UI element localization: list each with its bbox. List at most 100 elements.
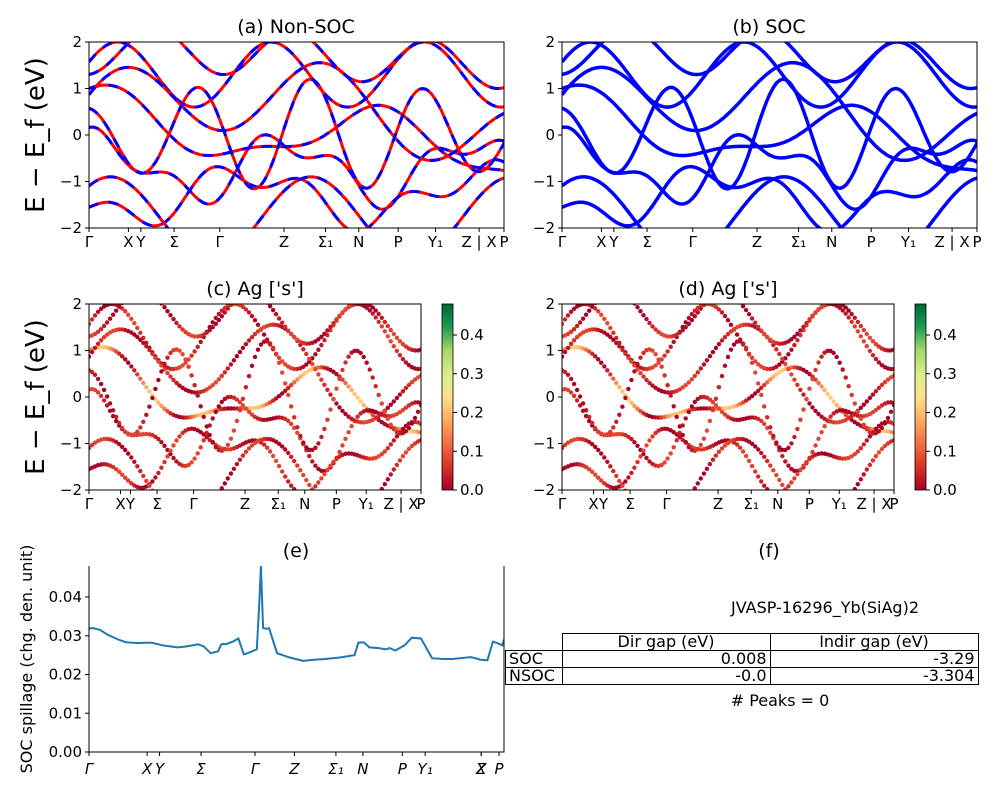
projection-point (331, 369, 336, 374)
projection-point (286, 328, 291, 333)
x-tick-label: N (353, 233, 364, 251)
projection-point (346, 430, 351, 435)
projection-point (225, 442, 230, 448)
projection-point (189, 373, 194, 378)
projection-point (349, 304, 354, 307)
projection-point (656, 520, 660, 524)
projection-point (165, 454, 170, 459)
projection-point (617, 385, 622, 390)
projection-point (228, 436, 234, 441)
projection-point (370, 412, 375, 417)
projection-point (189, 460, 194, 465)
y-tick-label: 0.00 (49, 743, 82, 761)
projection-point (123, 447, 128, 453)
projection-point (608, 289, 612, 293)
colorbar-tick-label: 0.2 (460, 404, 484, 422)
projection-point (792, 342, 797, 348)
projection-point (273, 312, 279, 317)
projection-point (801, 392, 806, 397)
projection-point (684, 500, 688, 504)
projection-point (571, 306, 577, 311)
projection-point (138, 376, 143, 381)
projection-point (629, 400, 634, 405)
projection-point (316, 372, 321, 377)
projection-point (225, 306, 230, 311)
projection-point (722, 313, 728, 319)
projection-point (319, 377, 324, 382)
projection-point (252, 318, 258, 323)
projection-point (319, 476, 324, 481)
x-tick-label: X (596, 233, 606, 251)
projection-point (204, 424, 209, 429)
projection-point (301, 440, 306, 445)
projection-point (391, 427, 396, 432)
projection-point (328, 324, 333, 329)
projection-point (316, 337, 321, 342)
projection-point (837, 360, 842, 365)
projection-point (620, 483, 625, 488)
projection-point (183, 520, 187, 524)
projection-point (858, 405, 863, 410)
projection-point (174, 517, 178, 521)
projection-point (762, 332, 767, 337)
projection-point (286, 450, 291, 456)
x-tick-label: Γ (189, 495, 198, 513)
band-line-dashed (89, 42, 504, 109)
projection-point (858, 323, 863, 329)
band-line (562, 125, 977, 211)
projection-point (328, 407, 333, 412)
colorbar-tick-label: 0.4 (460, 326, 484, 344)
projection-point (602, 292, 606, 296)
projection-point (267, 449, 273, 454)
projection-point (313, 492, 317, 496)
projection-point (629, 359, 634, 364)
projection-point (810, 376, 815, 382)
projection-point (562, 369, 568, 375)
projection-point (255, 322, 261, 327)
projection-point (295, 430, 300, 435)
projection-point (653, 327, 658, 332)
projection-point (382, 409, 387, 414)
projection-point (801, 407, 806, 412)
projection-point (101, 335, 107, 340)
projection-point (95, 341, 101, 346)
projection-point (120, 304, 125, 306)
projection-point (891, 403, 894, 408)
projection-point (641, 350, 646, 356)
projection-point (731, 342, 737, 347)
projection-point (611, 425, 616, 430)
projection-point (147, 389, 152, 394)
projection-point (273, 396, 279, 401)
projection-point (807, 517, 811, 521)
projection-point (385, 334, 390, 339)
projection-point (370, 375, 375, 380)
projection-point (650, 519, 654, 523)
y-tick-label: 0.02 (49, 666, 82, 684)
x-tick-label: Z (752, 233, 762, 251)
projection-point (675, 511, 679, 515)
projection-point (792, 377, 797, 382)
projection-point (202, 511, 206, 515)
projection-point (189, 520, 193, 524)
band-line (562, 77, 977, 191)
projection-point (879, 446, 885, 452)
projection-point (698, 406, 703, 411)
projection-point (334, 456, 339, 462)
projection-point (849, 454, 854, 459)
projection-point (231, 466, 237, 471)
projection-point (406, 425, 412, 431)
projection-point (135, 289, 139, 293)
projection-point (168, 448, 173, 453)
projection-point (562, 354, 565, 359)
projection-point (135, 429, 140, 434)
projection-point (322, 426, 327, 432)
projection-point (583, 312, 589, 317)
projection-point (174, 438, 179, 443)
projection-point (388, 339, 393, 344)
projection-point (120, 472, 125, 477)
projection-point (89, 369, 95, 375)
projection-point (219, 373, 224, 379)
projection-point (580, 316, 586, 321)
